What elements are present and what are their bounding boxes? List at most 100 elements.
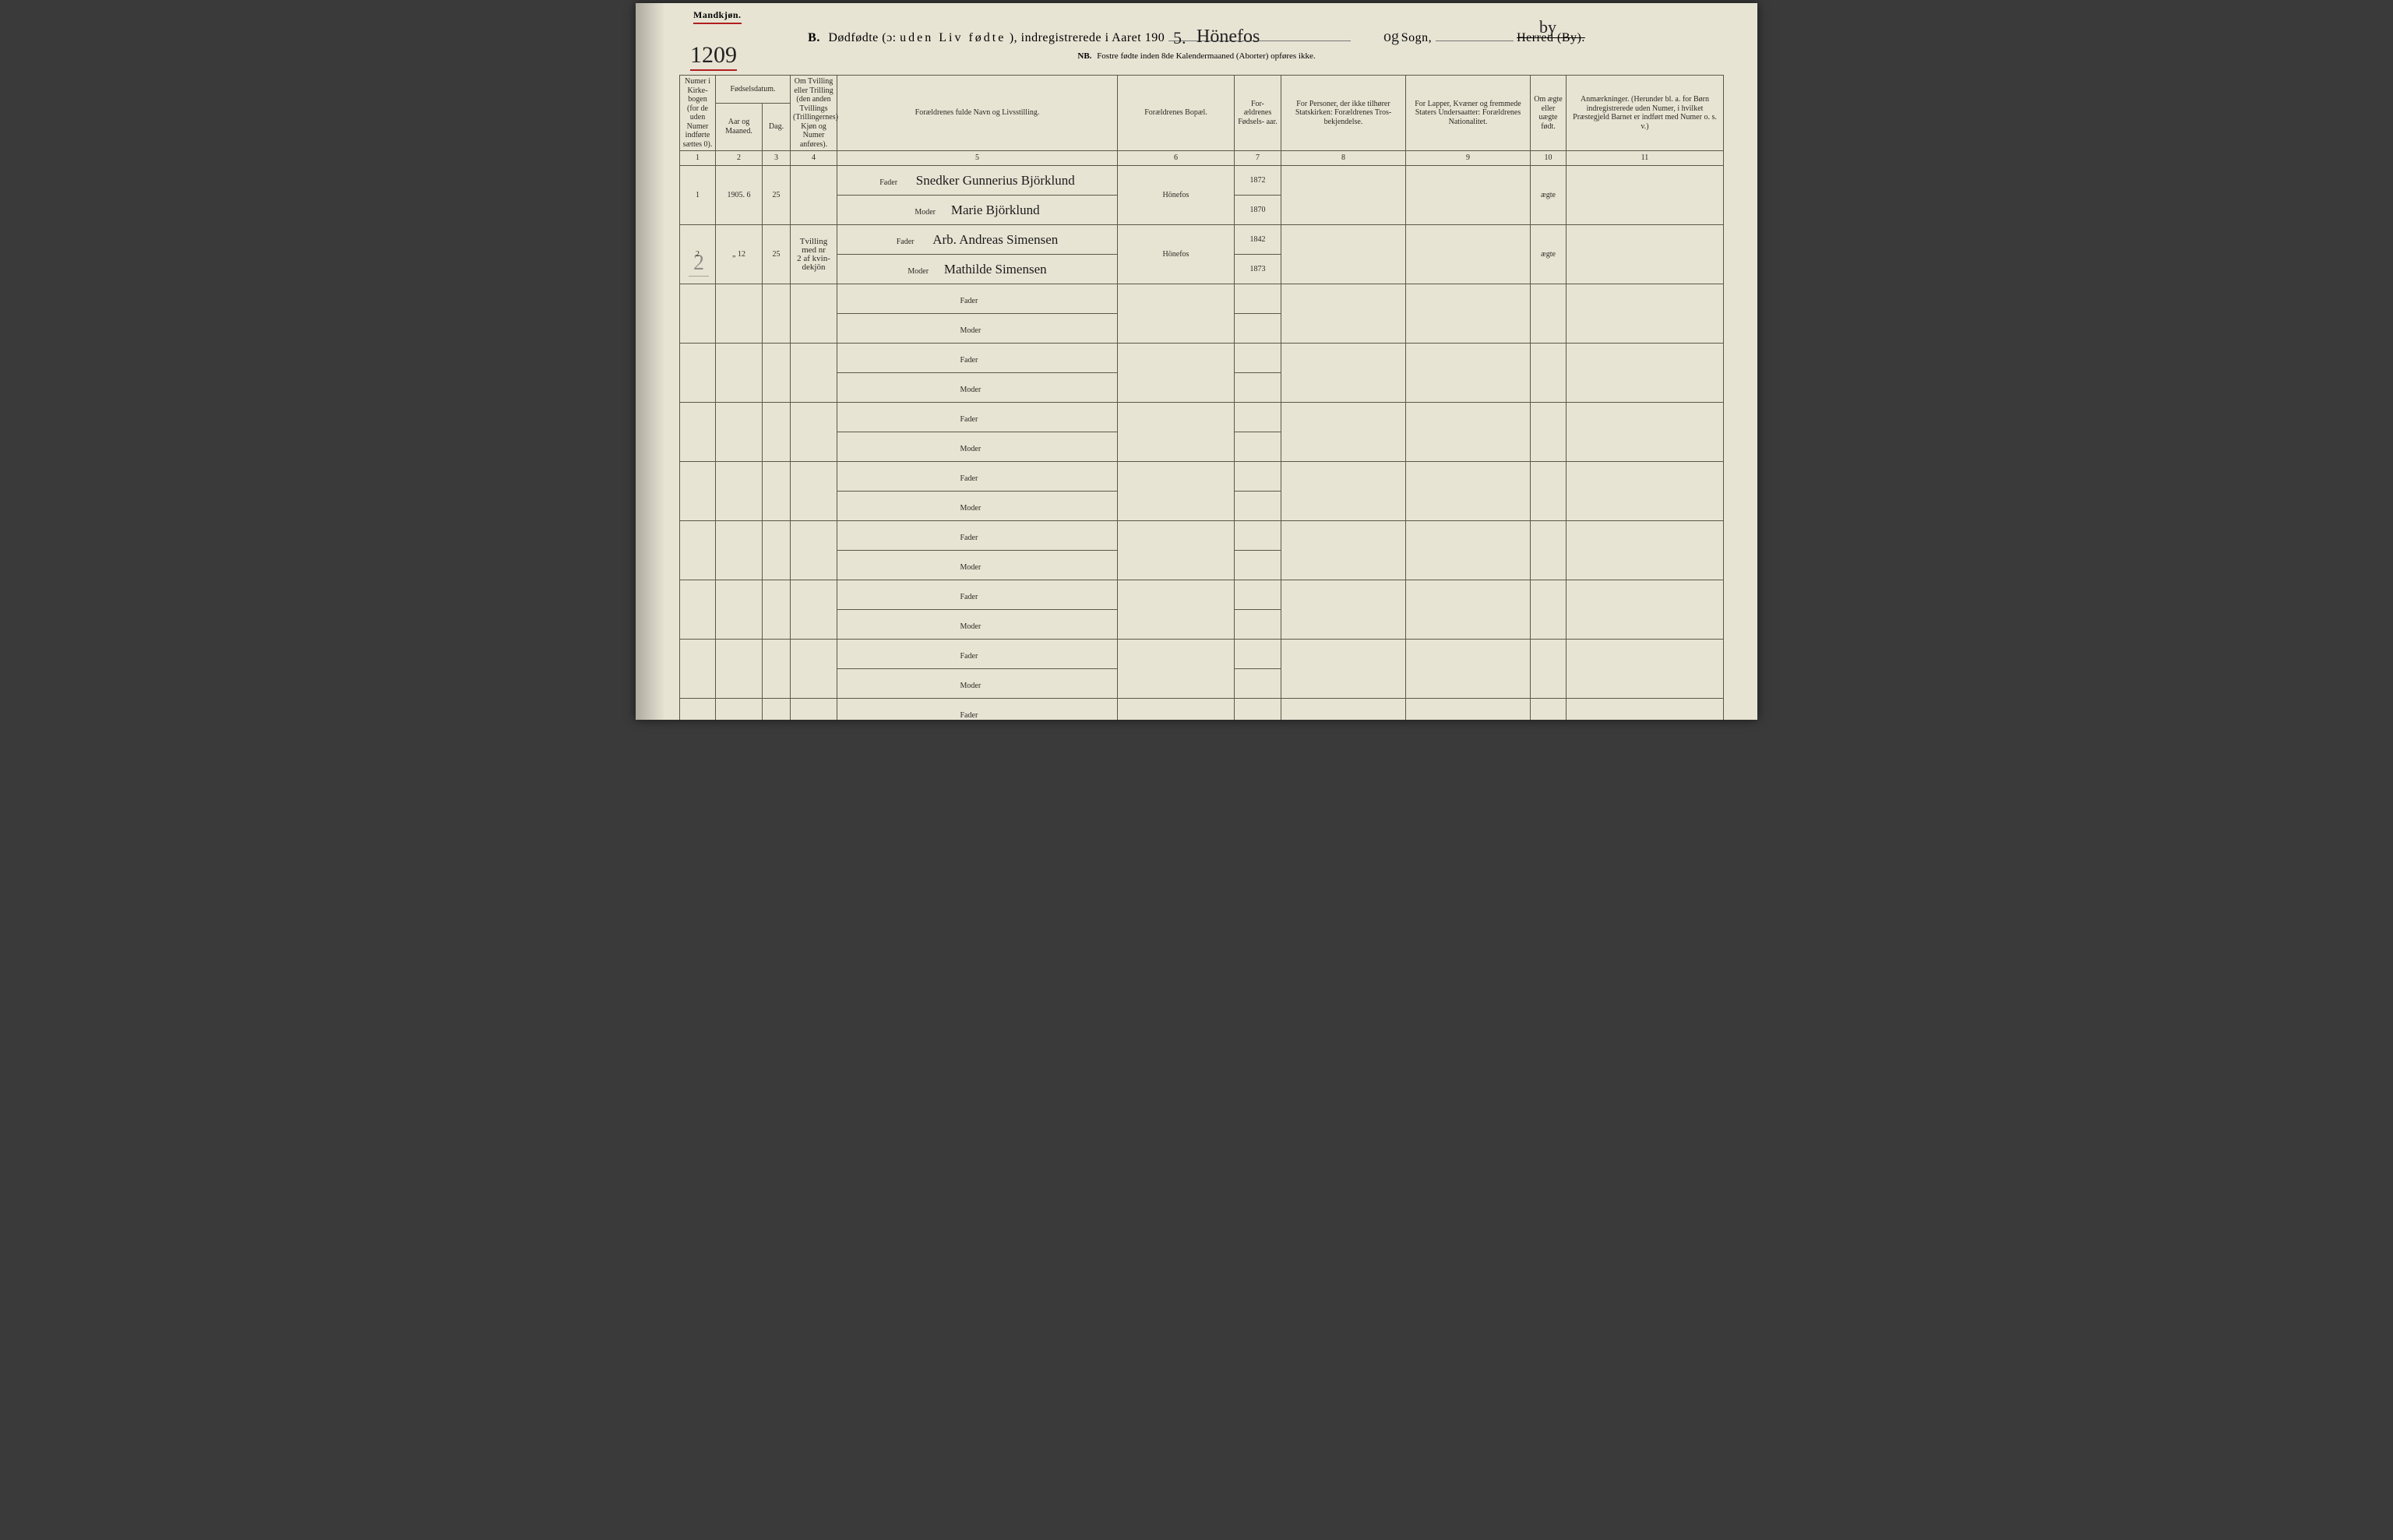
parent-name-fader-empty-2 (992, 410, 995, 425)
parent-label-moder-empty-1: Moder (960, 386, 992, 395)
cell-moder: Moder (837, 492, 1118, 521)
parent-name-moder-empty-1 (992, 380, 995, 395)
parent-label-fader-empty-5: Fader (960, 593, 992, 602)
cell-fader: Fader (837, 699, 1118, 721)
parent-name-moder-empty-0 (992, 321, 995, 336)
cell-aegte (1531, 640, 1567, 699)
parent-label-moder-empty-6: Moder (960, 682, 992, 691)
cell-tvilling (791, 403, 837, 462)
cell-tros (1281, 403, 1406, 462)
table-header: Numer i Kirke- bogen (for de uden Numer … (680, 76, 1724, 166)
nb-label: NB. (1077, 51, 1091, 61)
cell-fader-aar (1235, 640, 1281, 669)
cell-aegte (1531, 284, 1567, 344)
cell-moder: Moder Marie Björklund (837, 196, 1118, 225)
cell-moder: Moder (837, 373, 1118, 403)
table-row: Fader (680, 580, 1724, 610)
parent-label-fader-empty-4: Fader (960, 534, 992, 543)
cell-dag (763, 699, 791, 721)
col-4-header: Om Tvilling eller Trilling (den anden Tv… (791, 76, 837, 151)
parent-name-moder-empty-4 (992, 558, 995, 573)
cell-aar-maaned (716, 344, 763, 403)
cell-anm (1567, 403, 1724, 462)
cell-moder: Moder Mathilde Simensen (837, 255, 1118, 284)
parent-label-fader-1: Fader (897, 238, 928, 247)
cell-num: 2 (680, 225, 716, 284)
colnum-1: 1 (680, 151, 716, 166)
cell-nat (1406, 462, 1531, 521)
cell-nat (1406, 640, 1531, 699)
cell-aar-maaned (716, 580, 763, 640)
cell-tros (1281, 284, 1406, 344)
colnum-6: 6 (1118, 151, 1235, 166)
cell-moder-aar (1235, 314, 1281, 344)
cell-num (680, 580, 716, 640)
cell-dag (763, 344, 791, 403)
cell-bopel: Hönefos (1118, 166, 1235, 225)
cell-aegte: ægte (1531, 225, 1567, 284)
cell-fader-aar: 1842 (1235, 225, 1281, 255)
cell-tvilling (791, 284, 837, 344)
col-9-header: For Lapper, Kvæner og fremmede Staters U… (1406, 76, 1531, 151)
subtitle-text: Fostre fødte inden 8de Kalendermaaned (A… (1097, 51, 1315, 61)
cell-anm (1567, 284, 1724, 344)
cell-fader: Fader Snedker Gunnerius Björklund (837, 166, 1118, 196)
cell-tros (1281, 344, 1406, 403)
cell-tros (1281, 521, 1406, 580)
cell-aegte (1531, 699, 1567, 721)
parent-label-moder-empty-4: Moder (960, 563, 992, 573)
cell-anm (1567, 225, 1724, 284)
cell-bopel (1118, 699, 1235, 721)
cell-dag (763, 521, 791, 580)
hw-year-digit: 5. (1173, 28, 1186, 48)
parent-name-moder-empty-2 (992, 439, 995, 454)
parent-name-fader-empty-5 (992, 587, 995, 602)
cell-fader: Fader (837, 462, 1118, 492)
col-2-top-header: Fødselsdatum. (716, 76, 791, 104)
cell-dag: 25 (763, 225, 791, 284)
cell-num (680, 344, 716, 403)
parent-name-moder-empty-5 (992, 617, 995, 632)
cell-tvilling (791, 344, 837, 403)
cell-anm (1567, 640, 1724, 699)
cell-moder-aar (1235, 432, 1281, 462)
cell-num (680, 699, 716, 721)
cell-moder: Moder (837, 610, 1118, 640)
title-main-2: ), indregistrerede i Aaret 190 (1010, 31, 1165, 44)
parent-name-moder-1: Mathilde Simensen (941, 262, 1047, 277)
parent-name-moder-0: Marie Björklund (948, 203, 1040, 217)
cell-tvilling (791, 640, 837, 699)
cell-fader: Fader (837, 403, 1118, 432)
cell-tvilling (791, 166, 837, 225)
cell-aar-maaned: 1905. 6 (716, 166, 763, 225)
cell-anm (1567, 344, 1724, 403)
colnum-11: 11 (1567, 151, 1724, 166)
colnum-9: 9 (1406, 151, 1531, 166)
cell-tvilling: Tvillingmed nr2 af kvin-dekjön (791, 225, 837, 284)
parent-label-fader-empty-3: Fader (960, 474, 992, 484)
cell-moder: Moder (837, 669, 1118, 699)
cell-moder: Moder (837, 551, 1118, 580)
parent-label-fader-empty-6: Fader (960, 652, 992, 661)
cell-tvilling (791, 699, 837, 721)
table-row: Fader (680, 462, 1724, 492)
cell-moder: Moder (837, 314, 1118, 344)
cell-bopel (1118, 403, 1235, 462)
ledger-table: Numer i Kirke- bogen (for de uden Numer … (679, 75, 1724, 720)
cell-aar-maaned (716, 640, 763, 699)
column-numbers-row: 1 2 3 4 5 6 7 8 9 10 11 (680, 151, 1724, 166)
cell-num (680, 462, 716, 521)
colnum-3: 3 (763, 151, 791, 166)
cell-anm (1567, 521, 1724, 580)
cell-fader-aar (1235, 699, 1281, 721)
cell-dag (763, 640, 791, 699)
cell-num (680, 521, 716, 580)
hw-parish: Hönefos (1196, 26, 1260, 48)
cell-tros (1281, 225, 1406, 284)
colnum-8: 8 (1281, 151, 1406, 166)
hw-og: og (1383, 28, 1399, 46)
parent-label-fader-empty-1: Fader (960, 356, 992, 365)
cell-num (680, 403, 716, 462)
colnum-4: 4 (791, 151, 837, 166)
cell-nat (1406, 166, 1531, 225)
